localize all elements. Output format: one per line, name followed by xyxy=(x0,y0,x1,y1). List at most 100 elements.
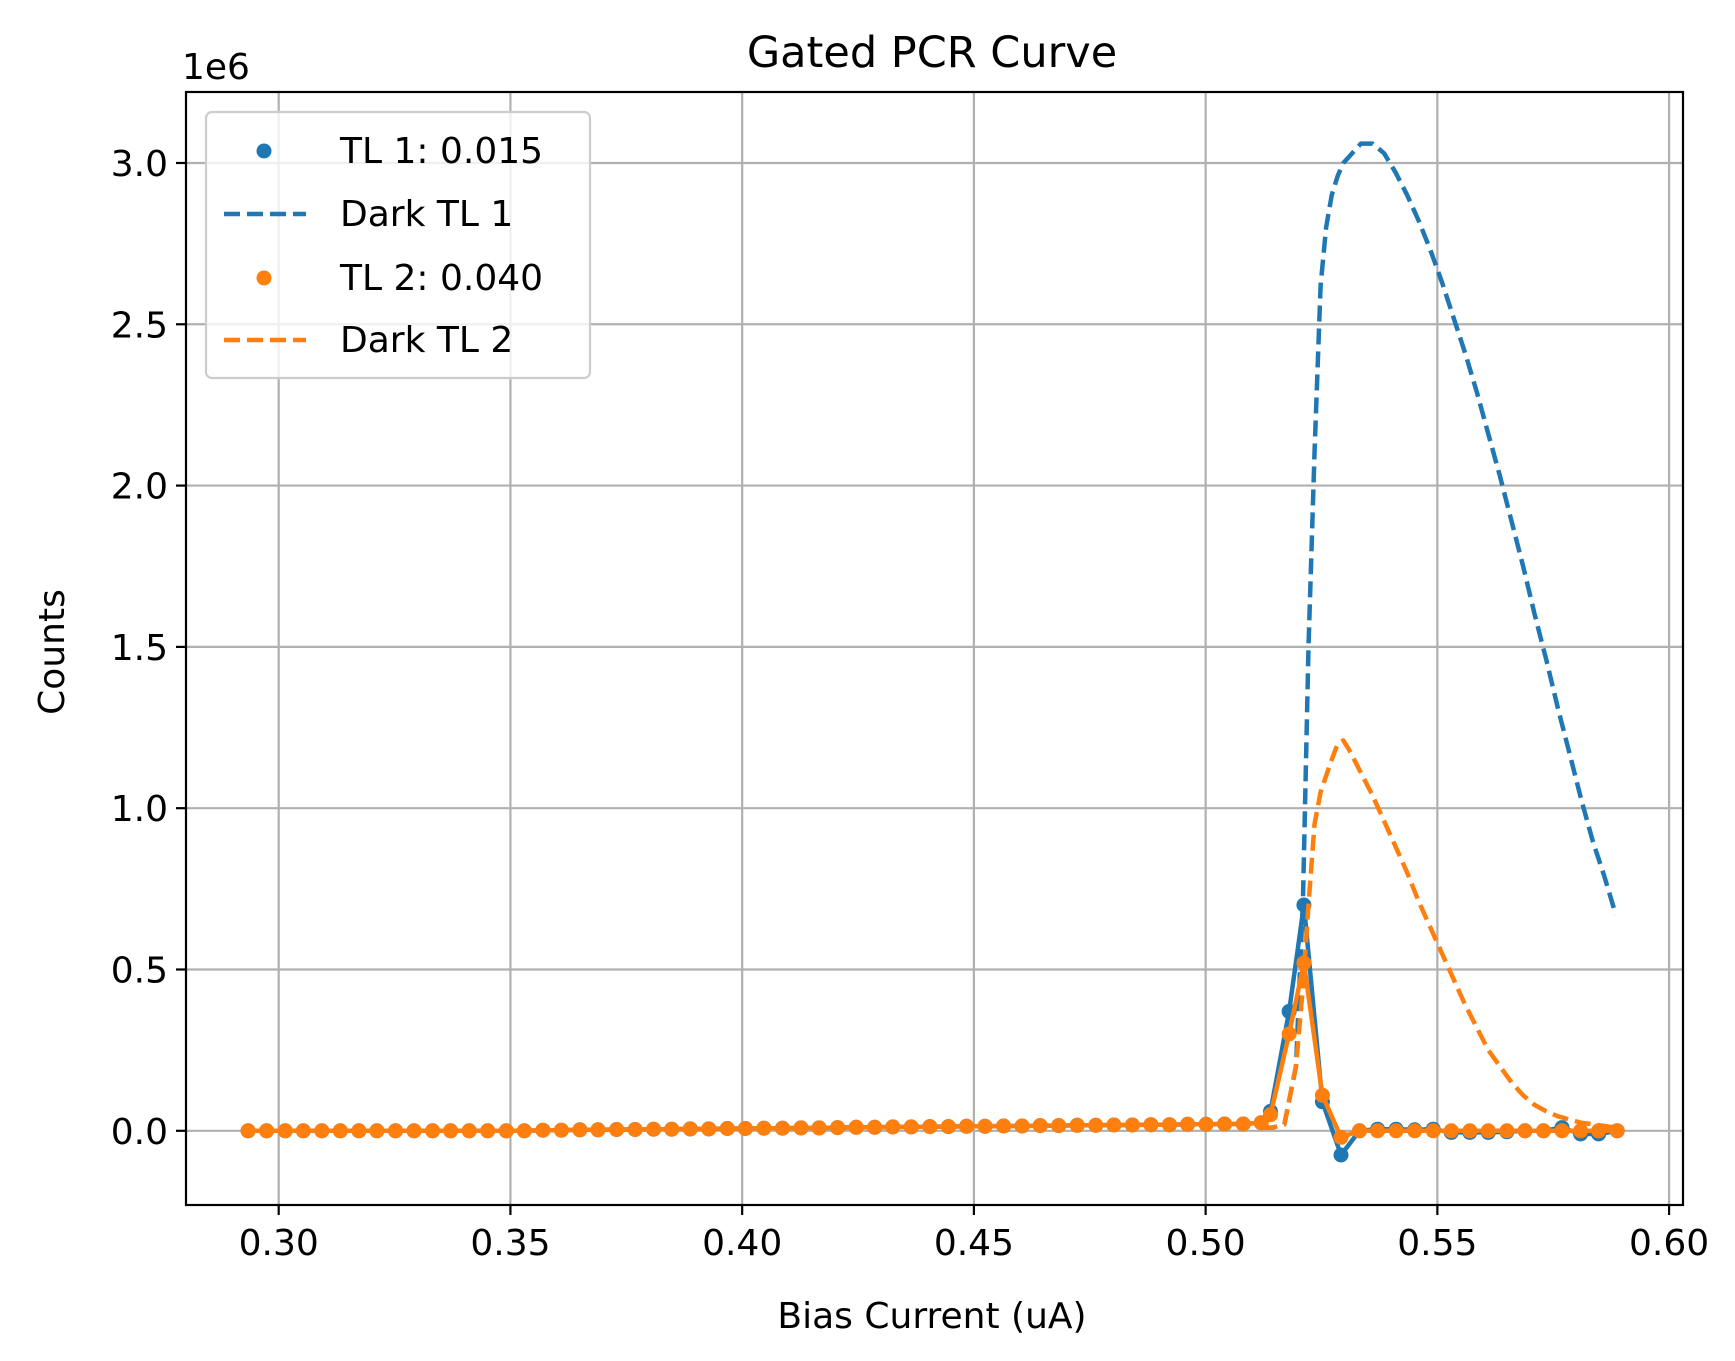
data-point-tl-2-0-040 xyxy=(1425,1123,1441,1139)
data-point-tl-2-0-040 xyxy=(332,1123,348,1139)
data-point-tl-2-0-040 xyxy=(885,1119,901,1135)
data-point-tl-2-0-040 xyxy=(1517,1123,1533,1139)
data-point-tl-2-0-040 xyxy=(609,1122,625,1137)
data-point-tl-2-0-040 xyxy=(867,1119,883,1135)
y-tick-label: 0.5 xyxy=(111,950,168,991)
data-point-tl-2-0-040 xyxy=(1217,1116,1233,1132)
data-point-tl-2-0-040 xyxy=(793,1120,809,1136)
legend-marker-tl1 xyxy=(256,143,272,159)
data-point-tl-2-0-040 xyxy=(1536,1123,1551,1139)
data-point-tl-2-0-040 xyxy=(664,1121,680,1137)
data-point-tl-2-0-040 xyxy=(498,1123,514,1139)
data-point-tl-2-0-040 xyxy=(1143,1117,1159,1133)
data-point-tl-2-0-040 xyxy=(1281,1026,1297,1042)
y-axis-ticks: 0.0 0.5 1.0 1.5 2.0 2.5 3.0 xyxy=(111,144,186,1153)
data-point-tl-2-0-040 xyxy=(369,1123,385,1139)
data-point-tl-2-0-040 xyxy=(627,1122,643,1137)
data-point-tl-2-0-040 xyxy=(553,1122,569,1138)
data-point-tl-2-0-040 xyxy=(682,1121,698,1137)
data-point-tl-2-0-040 xyxy=(1088,1117,1104,1133)
data-point-tl-2-0-040 xyxy=(480,1123,496,1139)
data-point-tl-2-0-040 xyxy=(701,1121,717,1137)
data-point-tl-2-0-040 xyxy=(737,1121,753,1136)
y-offset-label: 1e6 xyxy=(182,47,250,88)
x-axis-label: Bias Current (uA) xyxy=(777,1296,1086,1337)
data-point-tl-2-0-040 xyxy=(1499,1123,1515,1139)
axes-frame xyxy=(184,90,1685,1207)
y-tick-label: 1.0 xyxy=(111,789,168,830)
data-point-tl-2-0-040 xyxy=(277,1123,293,1139)
data-point-tl-2-0-040 xyxy=(1352,1123,1367,1139)
data-point-tl-2-0-040 xyxy=(535,1122,551,1138)
x-axis-ticks: 0.30 0.35 0.40 0.45 0.50 0.55 0.60 xyxy=(239,1205,1709,1264)
data-point-tl-2-0-040 xyxy=(461,1123,477,1139)
data-point-tl-2-0-040 xyxy=(443,1123,459,1139)
y-tick-label: 1.5 xyxy=(111,628,168,669)
data-point-tl-2-0-040 xyxy=(830,1120,846,1136)
data-point-tl-2-0-040 xyxy=(1480,1123,1496,1139)
data-point-tl-2-0-040 xyxy=(903,1119,919,1135)
data-point-tl-2-0-040 xyxy=(1609,1123,1625,1139)
legend-box xyxy=(204,110,592,380)
series-line-dark-tl-1 xyxy=(1261,141,1618,1130)
data-point-tl-2-0-040 xyxy=(516,1123,532,1139)
data-point-tl-2-0-040 xyxy=(1014,1118,1030,1134)
data-point-tl-2-0-040 xyxy=(572,1122,588,1138)
data-point-tl-2-0-040 xyxy=(1032,1118,1048,1134)
plot-area xyxy=(240,141,1625,1163)
data-point-tl-2-0-040 xyxy=(1388,1123,1404,1139)
data-point-tl-2-0-040 xyxy=(1198,1116,1214,1132)
data-point-tl-2-0-040 xyxy=(1462,1123,1478,1139)
data-point-tl-2-0-040 xyxy=(1370,1123,1386,1139)
data-point-tl-2-0-040 xyxy=(1314,1087,1330,1103)
x-tick-label: 0.45 xyxy=(934,1223,1014,1264)
legend-label-tl2: TL 2: 0.040 xyxy=(339,258,543,299)
data-point-tl-2-0-040 xyxy=(922,1119,938,1135)
legend-label-dark-tl2: Dark TL 2 xyxy=(340,320,513,361)
data-point-tl-2-0-040 xyxy=(977,1118,993,1134)
data-point-tl-2-0-040 xyxy=(1162,1117,1177,1133)
data-point-tl-2-0-040 xyxy=(1443,1123,1459,1139)
data-point-tl-2-0-040 xyxy=(719,1121,735,1136)
data-point-tl-2-0-040 xyxy=(406,1123,422,1139)
x-tick-label: 0.30 xyxy=(239,1223,319,1264)
legend-label-tl1: TL 1: 0.015 xyxy=(339,131,543,172)
data-point-tl-2-0-040 xyxy=(1333,1129,1349,1145)
data-point-tl-2-0-040 xyxy=(848,1119,864,1135)
data-point-tl-2-0-040 xyxy=(996,1118,1012,1134)
data-point-tl-2-0-040 xyxy=(388,1123,403,1139)
data-point-tl-2-0-040 xyxy=(259,1123,275,1139)
y-tick-label: 3.0 xyxy=(111,144,168,185)
chart-title: Gated PCR Curve xyxy=(747,28,1117,78)
x-tick-label: 0.35 xyxy=(470,1223,550,1264)
data-point-tl-2-0-040 xyxy=(1069,1117,1085,1133)
x-tick-label: 0.60 xyxy=(1629,1223,1709,1264)
data-point-tl-2-0-040 xyxy=(425,1123,441,1139)
data-point-tl-2-0-040 xyxy=(811,1120,827,1136)
data-point-tl-2-0-040 xyxy=(775,1120,790,1136)
data-point-tl-2-0-040 xyxy=(1051,1118,1067,1134)
x-tick-label: 0.55 xyxy=(1397,1223,1477,1264)
data-point-tl-2-0-040 xyxy=(1573,1123,1589,1139)
y-tick-label: 2.5 xyxy=(111,305,168,346)
y-tick-label: 0.0 xyxy=(111,1112,168,1153)
data-point-tl-2-0-040 xyxy=(240,1123,256,1139)
legend: TL 1: 0.015 Dark TL 1 TL 2: 0.040 Dark T… xyxy=(204,110,592,380)
y-tick-label: 2.0 xyxy=(111,467,168,508)
data-point-tl-2-0-040 xyxy=(940,1119,956,1135)
data-point-tl-2-0-040 xyxy=(590,1122,606,1138)
data-point-tl-1-0-015 xyxy=(1333,1147,1349,1163)
data-point-tl-2-0-040 xyxy=(1124,1117,1140,1133)
data-point-tl-2-0-040 xyxy=(314,1123,330,1139)
legend-marker-tl2 xyxy=(256,270,272,286)
x-tick-label: 0.50 xyxy=(1166,1223,1246,1264)
x-tick-label: 0.40 xyxy=(702,1223,782,1264)
legend-label-dark-tl1: Dark TL 1 xyxy=(340,194,513,235)
data-point-tl-2-0-040 xyxy=(646,1121,662,1137)
y-axis-label: Counts xyxy=(32,589,73,715)
data-point-tl-2-0-040 xyxy=(1180,1116,1196,1132)
data-point-tl-2-0-040 xyxy=(351,1123,367,1139)
data-point-tl-2-0-040 xyxy=(295,1123,311,1139)
data-point-tl-2-0-040 xyxy=(1263,1107,1278,1123)
